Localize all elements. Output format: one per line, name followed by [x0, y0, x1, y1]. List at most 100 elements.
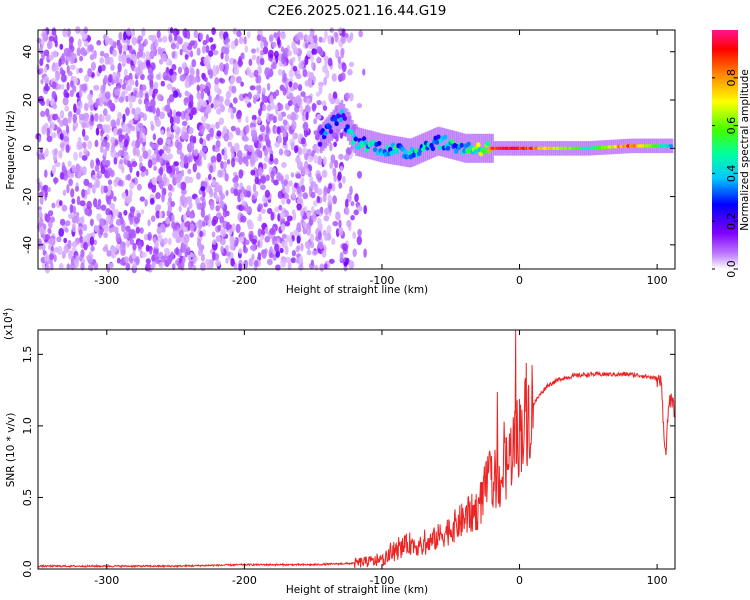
spectrogram-noise-dot [135, 66, 140, 73]
spectrogram-noise-dot [165, 217, 171, 225]
spectrogram-noise-dot [258, 167, 263, 177]
spectrogram-noise-dot [114, 88, 120, 96]
spectrogram-noise-dot [259, 124, 266, 133]
spectrogram-noise-dot [352, 231, 357, 240]
spectrogram-noise-dot [218, 77, 224, 83]
spectrogram-noise-dot [322, 193, 327, 203]
spectrogram-noise-dot [83, 178, 90, 187]
spectrogram-noise-dot [48, 36, 55, 42]
spectrogram-noise-dot [232, 97, 238, 104]
spectrogram-noise-dot [102, 159, 108, 166]
spectrogram-noise-dot [219, 237, 226, 246]
snr-y-tick-label: 0.0 [21, 560, 34, 578]
spectrogram-noise-dot [82, 235, 89, 244]
spectrogram-noise-dot [230, 74, 236, 84]
spectrogram-noise-dot [93, 198, 98, 208]
spectrogram-noise-dot [105, 114, 111, 122]
spectrogram-noise-dot [292, 82, 299, 90]
spectrogram-halo-cell [398, 136, 402, 166]
spectrogram-signal-cell [350, 140, 356, 145]
spectrogram-noise-dot [312, 144, 318, 151]
spectrogram-noise-dot [215, 205, 220, 212]
spectrogram-halo-cell [320, 124, 323, 154]
spectrogram-noise-dot [272, 115, 277, 124]
spectrogram-noise-dot [276, 172, 282, 182]
spectrogram-y-tick-label: 20 [21, 93, 34, 107]
spectrogram-noise-dot [109, 262, 114, 269]
spectrogram-noise-dot [215, 235, 221, 243]
spectrogram-noise-dot [221, 193, 225, 200]
spectrogram-noise-dot [82, 48, 87, 57]
spectrogram-noise-dot [111, 206, 116, 214]
spectrogram-noise-dot [310, 191, 316, 199]
spectrogram-noise-dot [241, 200, 246, 207]
spectrogram-noise-dot [309, 233, 315, 243]
spectrogram-noise-dot [106, 250, 112, 257]
spectrogram-noise-dot [160, 129, 165, 135]
spectrogram-noise-dot [103, 232, 108, 239]
spectrogram-noise-dot [106, 160, 110, 167]
spectrogram-noise-dot [95, 127, 100, 136]
spectrogram-noise-dot [66, 263, 71, 270]
spectrogram-noise-dot [46, 135, 53, 143]
spectrogram-noise-dot [108, 99, 113, 107]
spectrogram-noise-dot [50, 216, 55, 223]
spectrogram-noise-dot [235, 127, 241, 136]
spectrogram-noise-dot [87, 187, 91, 195]
spectrogram-noise-dot [264, 189, 270, 198]
spectrogram-noise-dot [200, 208, 206, 218]
spectrogram-noise-dot [342, 243, 348, 252]
spectrogram-noise-dot [156, 175, 161, 182]
spectrogram-signal-cell [334, 121, 339, 127]
spectrogram-noise-dot [196, 92, 202, 100]
spectrogram-signal-cell [377, 141, 382, 146]
spectrogram-noise-dot [189, 223, 195, 232]
spectrogram-noise-dot [71, 216, 77, 224]
spectrogram-noise-dot [119, 258, 125, 266]
spectrogram-noise-dot [64, 105, 70, 112]
spectrogram-noise-dot [44, 169, 48, 178]
spectrogram-noise-dot [202, 146, 208, 153]
chart-title: C2E6.2025.021.16.44.G19 [268, 3, 447, 19]
spectrogram-noise-dot [306, 211, 311, 218]
spectrogram-noise-dot [281, 162, 287, 168]
spectrogram-noise-dot [237, 59, 244, 67]
spectrogram-noise-dot [322, 105, 328, 111]
spectrogram-noise-dot [274, 206, 280, 213]
spectrogram-noise-dot [273, 179, 279, 186]
spectrogram-noise-dot [137, 240, 143, 250]
spectrogram-noise-dot [267, 207, 273, 215]
spectrogram-noise-dot [118, 96, 125, 103]
spectrogram-noise-dot [276, 126, 281, 135]
spectrogram-noise-dot [172, 115, 177, 124]
spectrogram-noise-dot [313, 154, 319, 164]
spectrogram-noise-dot [89, 218, 94, 227]
spectrogram-noise-dot [217, 224, 222, 232]
spectrogram-noise-dot [250, 245, 256, 251]
spectrogram-noise-dot [58, 150, 63, 159]
spectrogram-noise-dot [62, 189, 67, 196]
spectrogram-noise-dot [100, 141, 107, 147]
spectrogram-noise-dot [254, 190, 259, 198]
spectrogram-noise-dot [39, 196, 44, 205]
spectrogram-noise-dot [286, 198, 291, 205]
spectrogram-noise-dot [108, 227, 114, 234]
spectrogram-noise-dot [40, 79, 44, 85]
spectrogram-noise-dot [282, 87, 287, 96]
spectrogram-noise-dot [333, 31, 339, 38]
spectrogram-noise-dot [257, 216, 263, 222]
spectrogram-noise-dot [358, 30, 364, 38]
spectrogram-noise-dot [82, 224, 88, 232]
spectrogram-signal-cell [449, 138, 455, 144]
spectrogram-noise-dot [43, 151, 48, 158]
spectrogram-halo-cell [332, 109, 335, 139]
spectrogram-noise-dot [178, 174, 183, 181]
spectrogram-noise-dot [251, 54, 257, 61]
spectrogram-noise-dot [272, 61, 277, 70]
spectrogram-noise-dot [90, 245, 95, 252]
spectrogram-noise-dot [151, 260, 156, 269]
spectrogram-noise-dot [104, 36, 110, 46]
spectrogram-noise-dot [139, 155, 143, 163]
spectrogram-noise-dot [121, 53, 126, 61]
spectrogram-noise-dot [180, 194, 186, 203]
